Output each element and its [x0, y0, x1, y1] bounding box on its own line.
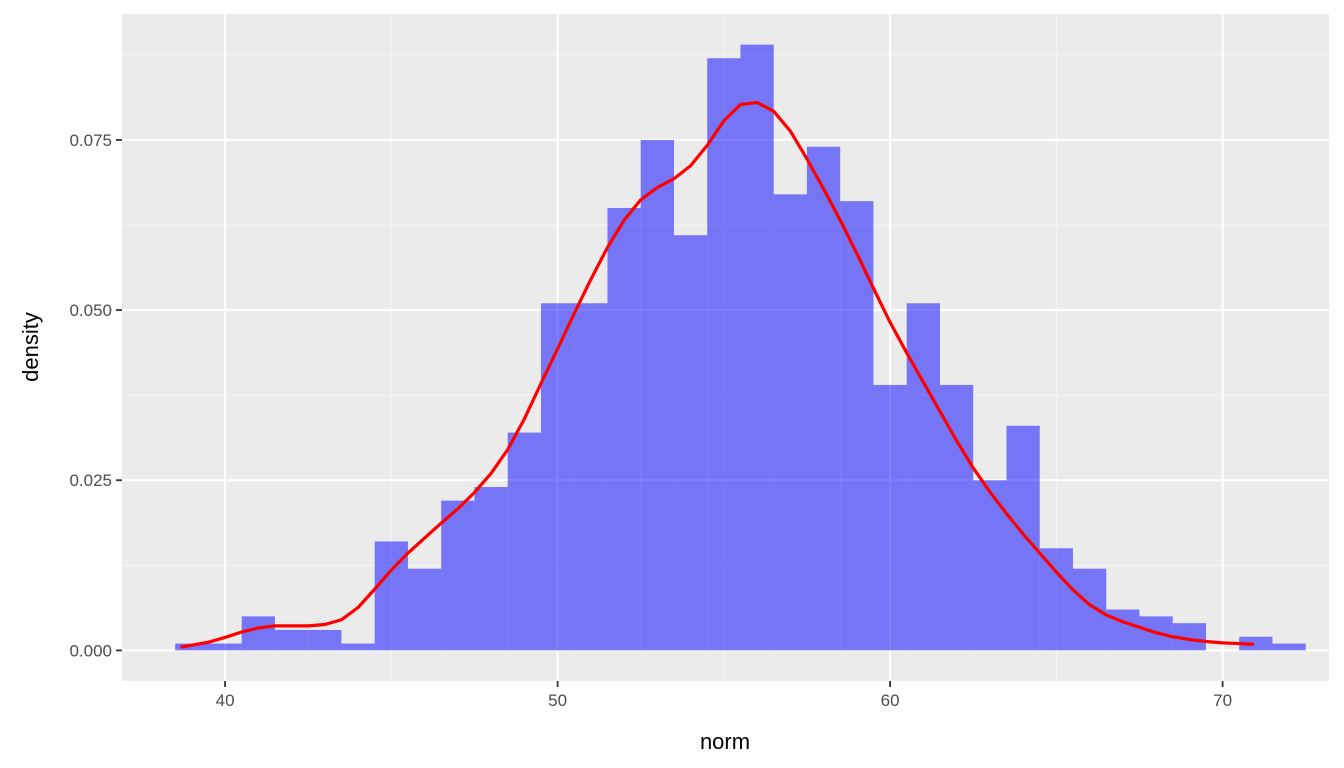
x-tick-label: 40 — [216, 691, 235, 710]
histogram-bar — [1239, 636, 1273, 651]
x-tick-label: 50 — [548, 691, 567, 710]
x-axis-ticks: 40 50 60 70 — [216, 681, 1232, 710]
histogram-bar — [806, 146, 841, 651]
y-tick-label: 0.025 — [69, 471, 112, 490]
histogram-bar — [640, 139, 674, 651]
x-tick-label: 60 — [881, 691, 900, 710]
histogram-bar — [407, 568, 442, 651]
histogram-bar — [1272, 643, 1306, 651]
histogram-bar — [574, 303, 608, 651]
histogram-bar — [873, 384, 907, 651]
y-axis-title: density — [18, 312, 43, 382]
y-tick-label: 0.075 — [69, 131, 112, 150]
histogram-bar — [939, 384, 974, 651]
histogram-bar — [308, 629, 342, 651]
histogram-bars — [175, 44, 1306, 651]
histogram-bar — [906, 303, 940, 651]
histogram-bar — [507, 432, 541, 651]
histogram-bar — [1006, 425, 1040, 651]
histogram-bar — [441, 500, 475, 651]
density-curve — [180, 100, 1255, 649]
histogram-bar — [208, 643, 242, 651]
histogram-bar — [840, 201, 874, 651]
histogram-bar — [341, 643, 375, 651]
histogram-bar — [673, 235, 708, 651]
histogram-bar — [740, 44, 774, 651]
histogram-bar — [1072, 568, 1107, 651]
histogram-bar — [540, 303, 575, 651]
histogram-bar — [175, 643, 209, 651]
histogram-bar — [1039, 548, 1073, 651]
histogram-bar — [607, 207, 641, 651]
histogram-bar — [707, 58, 741, 651]
histogram-bar — [474, 487, 508, 651]
y-tick-label: 0.050 — [69, 301, 112, 320]
x-axis-title: norm — [700, 729, 750, 754]
y-axis-ticks: 0.000 0.025 0.050 0.075 — [69, 131, 122, 660]
histogram-bar — [241, 616, 275, 651]
histogram-bar — [274, 629, 309, 651]
histogram-bar — [773, 194, 807, 651]
y-tick-label: 0.000 — [69, 641, 112, 660]
x-tick-label: 70 — [1213, 691, 1232, 710]
